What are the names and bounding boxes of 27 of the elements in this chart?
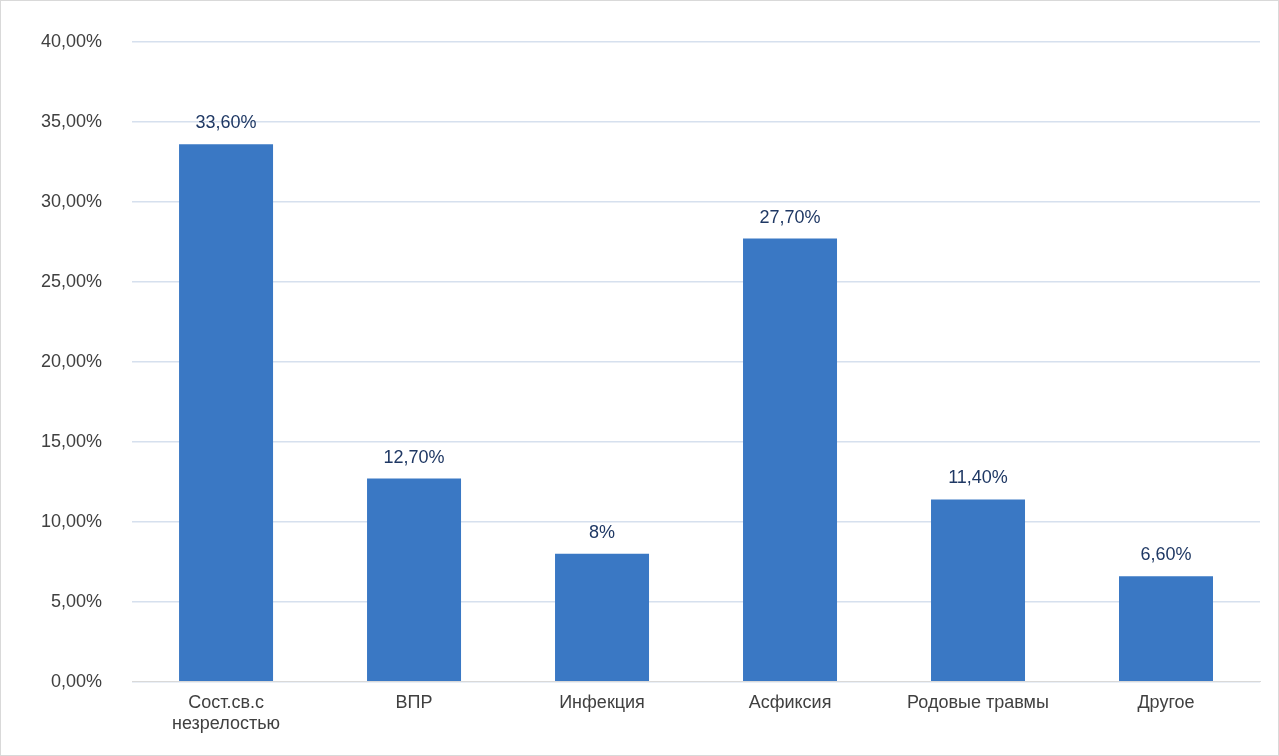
bar [1119, 576, 1213, 682]
bar [367, 478, 462, 682]
y-tick-label: 0,00% [51, 670, 103, 691]
x-tick-label: Асфиксия [748, 691, 832, 712]
x-tick-label: ВПР [395, 691, 433, 712]
x-tick-label: Инфекция [559, 691, 645, 712]
bar [179, 144, 274, 682]
data-label: 11,40% [948, 467, 1008, 488]
y-tick-label: 20,00% [40, 350, 103, 371]
y-tick-label: 30,00% [40, 190, 103, 211]
x-tick-label: Другое [1137, 691, 1195, 712]
x-tick-label: Родовые травмы [907, 691, 1049, 712]
y-tick-label: 35,00% [40, 110, 103, 131]
x-tick-label: Сост.св.с незрелостью [172, 691, 281, 734]
y-tick-label: 5,00% [51, 590, 103, 611]
y-tick-label: 40,00% [40, 30, 103, 51]
y-tick-label: 25,00% [40, 270, 103, 291]
data-label: 27,70% [759, 206, 821, 227]
data-label: 8% [589, 521, 616, 542]
bar [555, 553, 650, 682]
data-label: 6,60% [1140, 544, 1192, 565]
data-label: 33,60% [195, 112, 257, 133]
data-label: 12,70% [383, 446, 445, 467]
bar [743, 238, 838, 682]
y-tick-label: 15,00% [40, 430, 103, 451]
bar [931, 499, 1026, 682]
y-tick-label: 10,00% [40, 510, 103, 531]
